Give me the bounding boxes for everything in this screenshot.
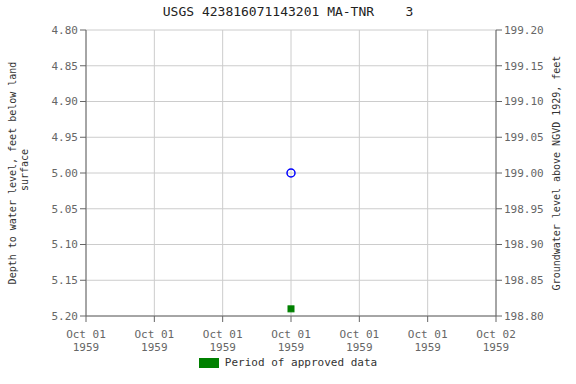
svg-text:4.85: 4.85 [52, 60, 79, 73]
svg-text:199.15: 199.15 [504, 60, 544, 73]
svg-text:Oct 011959: Oct 011959 [134, 328, 174, 354]
html-text:USGS 423816071143201 MA-TNR 3: USGS 423816071143201 MA-TNR 3 [162, 4, 414, 19]
svg-text:Oct 011959: Oct 011959 [66, 328, 106, 354]
svg-text:199.00: 199.00 [504, 167, 544, 180]
svg-text:5.00: 5.00 [52, 167, 79, 180]
svg-text:5.20: 5.20 [52, 310, 79, 323]
svg-text:Oct 011959: Oct 011959 [339, 328, 379, 354]
svg-text:198.95: 198.95 [504, 203, 544, 216]
svg-text:5.05: 5.05 [52, 203, 79, 216]
svg-text:198.90: 198.90 [504, 238, 544, 251]
svg-text:Depth to water level, feet bel: Depth to water level, feet below land su… [8, 62, 30, 285]
svg-text:4.95: 4.95 [52, 131, 79, 144]
svg-text:199.20: 199.20 [504, 24, 544, 37]
svg-text:198.80: 198.80 [504, 310, 544, 323]
html-text:Period of approved data: Period of approved data [224, 356, 378, 369]
svg-text:199.05: 199.05 [504, 131, 544, 144]
svg-text:5.15: 5.15 [52, 274, 79, 287]
svg-text:Oct 011959: Oct 011959 [271, 328, 311, 354]
svg-text:199.10: 199.10 [504, 95, 544, 108]
svg-text:4.80: 4.80 [52, 24, 79, 37]
svg-text:198.85: 198.85 [504, 274, 544, 287]
svg-text:Oct 011959: Oct 011959 [408, 328, 448, 354]
svg-text:5.10: 5.10 [52, 238, 79, 251]
svg-text:4.90: 4.90 [52, 95, 79, 108]
svg-text:Oct 021959: Oct 021959 [476, 328, 516, 354]
svg-text:Groundwater level above NGVD 1: Groundwater level above NGVD 1929, feet [551, 56, 562, 291]
svg-text:Oct 011959: Oct 011959 [203, 328, 243, 354]
